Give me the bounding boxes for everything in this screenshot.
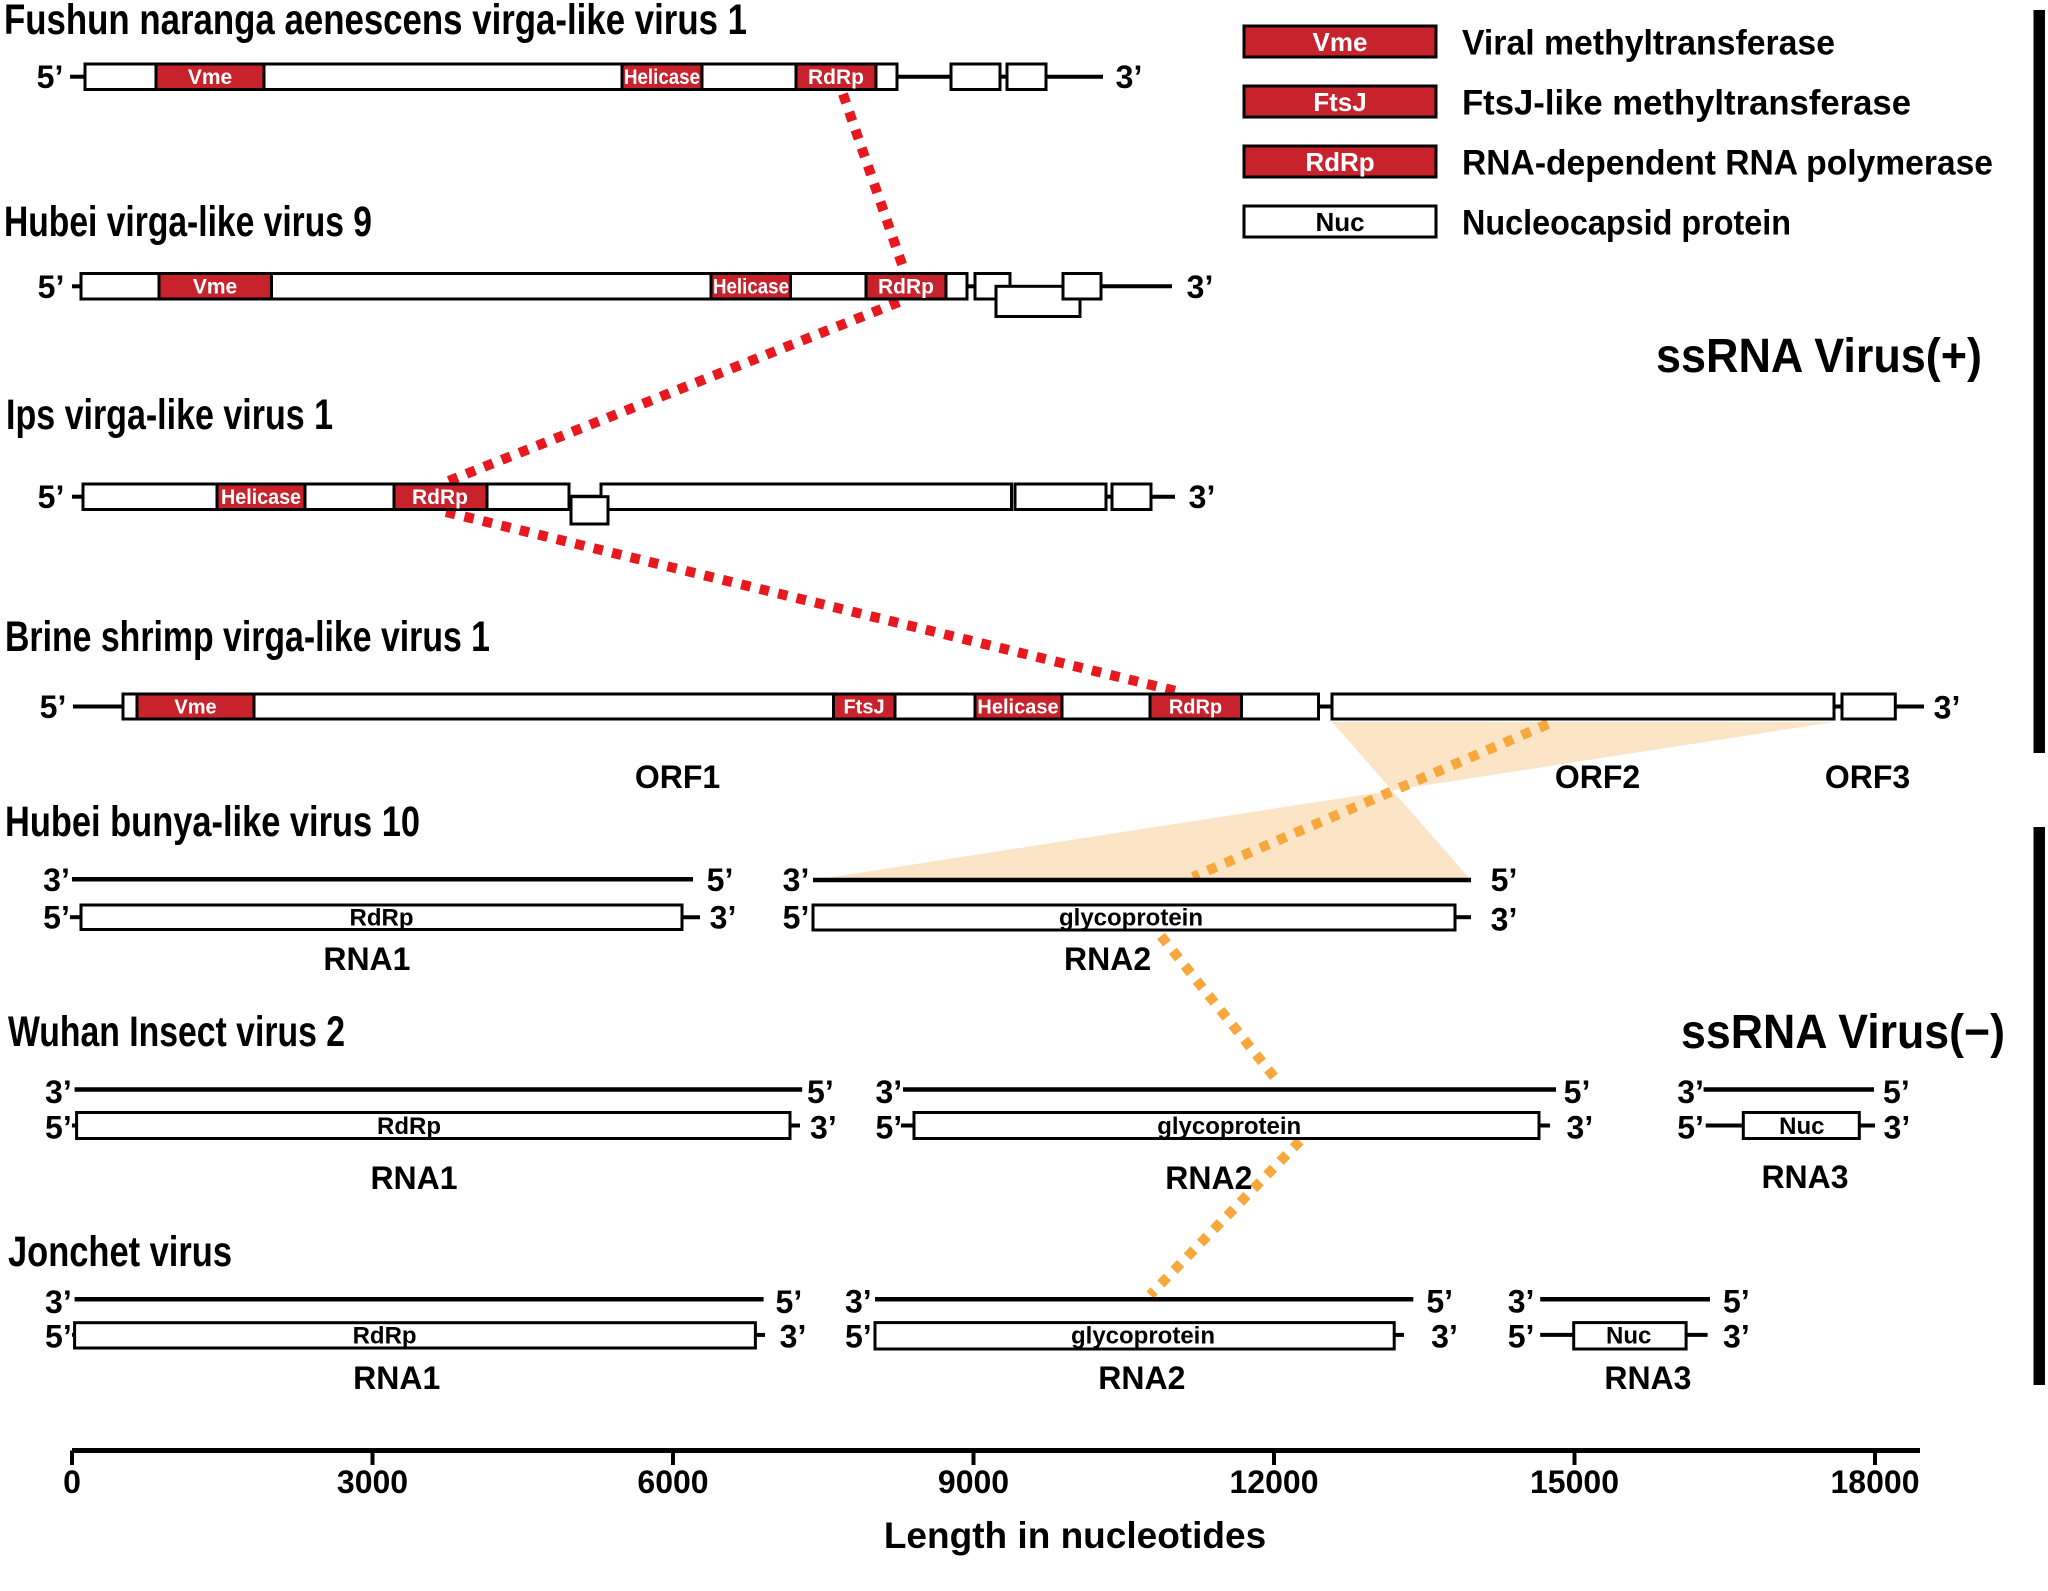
svg-text:3’: 3’ <box>783 862 810 898</box>
svg-text:3’: 3’ <box>1187 269 1214 305</box>
svg-text:5’: 5’ <box>38 479 65 515</box>
svg-text:Ips virga-like virus 1: Ips virga-like virus 1 <box>6 391 333 439</box>
svg-text:5’: 5’ <box>37 59 64 95</box>
svg-text:3000: 3000 <box>337 1464 408 1500</box>
svg-text:18000: 18000 <box>1831 1464 1920 1500</box>
svg-text:5’: 5’ <box>875 1110 902 1146</box>
svg-text:3’: 3’ <box>1116 59 1143 95</box>
svg-text:Helicase: Helicase <box>977 697 1058 719</box>
svg-text:RNA3: RNA3 <box>1761 1159 1848 1195</box>
svg-text:glycoprotein: glycoprotein <box>1157 1113 1301 1140</box>
svg-text:RdRp: RdRp <box>1305 147 1374 177</box>
svg-text:Nuc: Nuc <box>1315 207 1364 237</box>
svg-text:ssRNA Virus(+): ssRNA Virus(+) <box>1656 330 1982 383</box>
svg-text:3’: 3’ <box>810 1110 837 1146</box>
svg-text:6000: 6000 <box>637 1464 708 1500</box>
svg-text:Nucleocapsid protein: Nucleocapsid protein <box>1462 204 1791 243</box>
svg-text:5’: 5’ <box>783 900 810 936</box>
svg-text:3’: 3’ <box>1723 1319 1750 1355</box>
svg-text:FtsJ: FtsJ <box>843 697 884 719</box>
svg-text:12000: 12000 <box>1230 1464 1319 1500</box>
svg-text:Hubei bunya-like virus 10: Hubei bunya-like virus 10 <box>5 798 420 846</box>
svg-text:RdRp: RdRp <box>412 486 468 509</box>
svg-text:Helicase: Helicase <box>221 486 301 509</box>
svg-text:0: 0 <box>63 1464 81 1500</box>
svg-text:RNA3: RNA3 <box>1604 1360 1691 1396</box>
svg-text:Jonchet virus: Jonchet virus <box>8 1228 232 1276</box>
svg-text:3’: 3’ <box>1567 1110 1594 1146</box>
svg-text:3’: 3’ <box>1508 1284 1535 1320</box>
svg-text:Viral methyltransferase: Viral methyltransferase <box>1462 24 1835 63</box>
svg-text:5’: 5’ <box>776 1284 803 1320</box>
svg-text:3’: 3’ <box>780 1319 807 1355</box>
svg-text:RdRp: RdRp <box>353 1322 417 1349</box>
svg-text:5’: 5’ <box>1508 1319 1535 1355</box>
svg-text:Helicase: Helicase <box>713 276 789 299</box>
svg-text:FtsJ: FtsJ <box>1313 87 1366 117</box>
svg-text:ssRNA Virus(−): ssRNA Virus(−) <box>1681 1006 2005 1059</box>
svg-text:glycoprotein: glycoprotein <box>1059 905 1203 932</box>
svg-text:5’: 5’ <box>1564 1074 1591 1110</box>
svg-text:Vme: Vme <box>188 66 232 89</box>
svg-text:3’: 3’ <box>875 1074 902 1110</box>
svg-text:RdRp: RdRp <box>350 905 414 932</box>
svg-text:ORF2: ORF2 <box>1555 759 1640 795</box>
svg-text:FtsJ-like methyltransferase: FtsJ-like methyltransferase <box>1462 84 1911 123</box>
svg-text:Wuhan Insect virus 2: Wuhan Insect virus 2 <box>8 1008 345 1056</box>
svg-text:3’: 3’ <box>845 1284 872 1320</box>
svg-text:3’: 3’ <box>710 900 737 936</box>
svg-text:RNA1: RNA1 <box>323 941 410 977</box>
svg-text:5’: 5’ <box>1677 1110 1704 1146</box>
svg-text:Hubei virga-like virus 9: Hubei virga-like virus 9 <box>4 198 372 246</box>
svg-text:Fushun naranga aenescens virga: Fushun naranga aenescens virga-like viru… <box>4 0 747 44</box>
svg-text:5’: 5’ <box>40 689 67 725</box>
svg-text:RdRp: RdRp <box>1169 697 1222 719</box>
svg-text:RdRp: RdRp <box>878 276 934 299</box>
svg-text:ORF1: ORF1 <box>635 759 720 795</box>
svg-text:5’: 5’ <box>1723 1284 1750 1320</box>
svg-text:5’: 5’ <box>45 1319 72 1355</box>
svg-text:5’: 5’ <box>807 1074 834 1110</box>
svg-text:9000: 9000 <box>938 1464 1009 1500</box>
svg-text:RdRp: RdRp <box>808 66 864 89</box>
svg-text:3’: 3’ <box>1677 1074 1704 1110</box>
svg-text:5’: 5’ <box>707 862 734 898</box>
svg-text:Vme: Vme <box>1313 27 1368 57</box>
svg-text:Vme: Vme <box>193 276 237 299</box>
svg-text:RNA1: RNA1 <box>370 1160 457 1196</box>
svg-text:glycoprotein: glycoprotein <box>1071 1322 1215 1349</box>
svg-text:5’: 5’ <box>1426 1284 1453 1320</box>
svg-text:5’: 5’ <box>1883 1074 1910 1110</box>
svg-text:Brine shrimp virga-like virus: Brine shrimp virga-like virus 1 <box>5 613 490 661</box>
svg-text:Vme: Vme <box>174 697 216 719</box>
svg-text:RNA-dependent RNA polymerase: RNA-dependent RNA polymerase <box>1462 144 1993 183</box>
svg-text:3’: 3’ <box>45 1284 72 1320</box>
svg-text:5’: 5’ <box>43 900 70 936</box>
svg-text:RNA1: RNA1 <box>353 1360 440 1396</box>
svg-text:Nuc: Nuc <box>1606 1322 1651 1349</box>
svg-text:Helicase: Helicase <box>624 66 700 89</box>
svg-text:3’: 3’ <box>1884 1110 1911 1146</box>
svg-text:Length in nucleotides: Length in nucleotides <box>884 1515 1266 1556</box>
svg-text:3’: 3’ <box>45 1074 72 1110</box>
svg-text:RNA2: RNA2 <box>1165 1160 1252 1196</box>
svg-text:15000: 15000 <box>1530 1464 1619 1500</box>
svg-text:RNA2: RNA2 <box>1064 941 1151 977</box>
svg-text:RdRp: RdRp <box>377 1113 441 1140</box>
svg-text:RNA2: RNA2 <box>1098 1360 1185 1396</box>
svg-text:3’: 3’ <box>1189 479 1216 515</box>
svg-text:5’: 5’ <box>45 1110 72 1146</box>
svg-text:Nuc: Nuc <box>1779 1113 1824 1140</box>
svg-text:ORF3: ORF3 <box>1825 759 1910 795</box>
svg-text:3’: 3’ <box>1934 690 1961 726</box>
svg-text:3’: 3’ <box>1431 1319 1458 1355</box>
svg-text:3’: 3’ <box>43 862 70 898</box>
svg-text:5’: 5’ <box>845 1319 872 1355</box>
svg-text:5’: 5’ <box>1491 862 1518 898</box>
svg-text:3’: 3’ <box>1491 902 1518 938</box>
svg-text:5’: 5’ <box>38 269 65 305</box>
